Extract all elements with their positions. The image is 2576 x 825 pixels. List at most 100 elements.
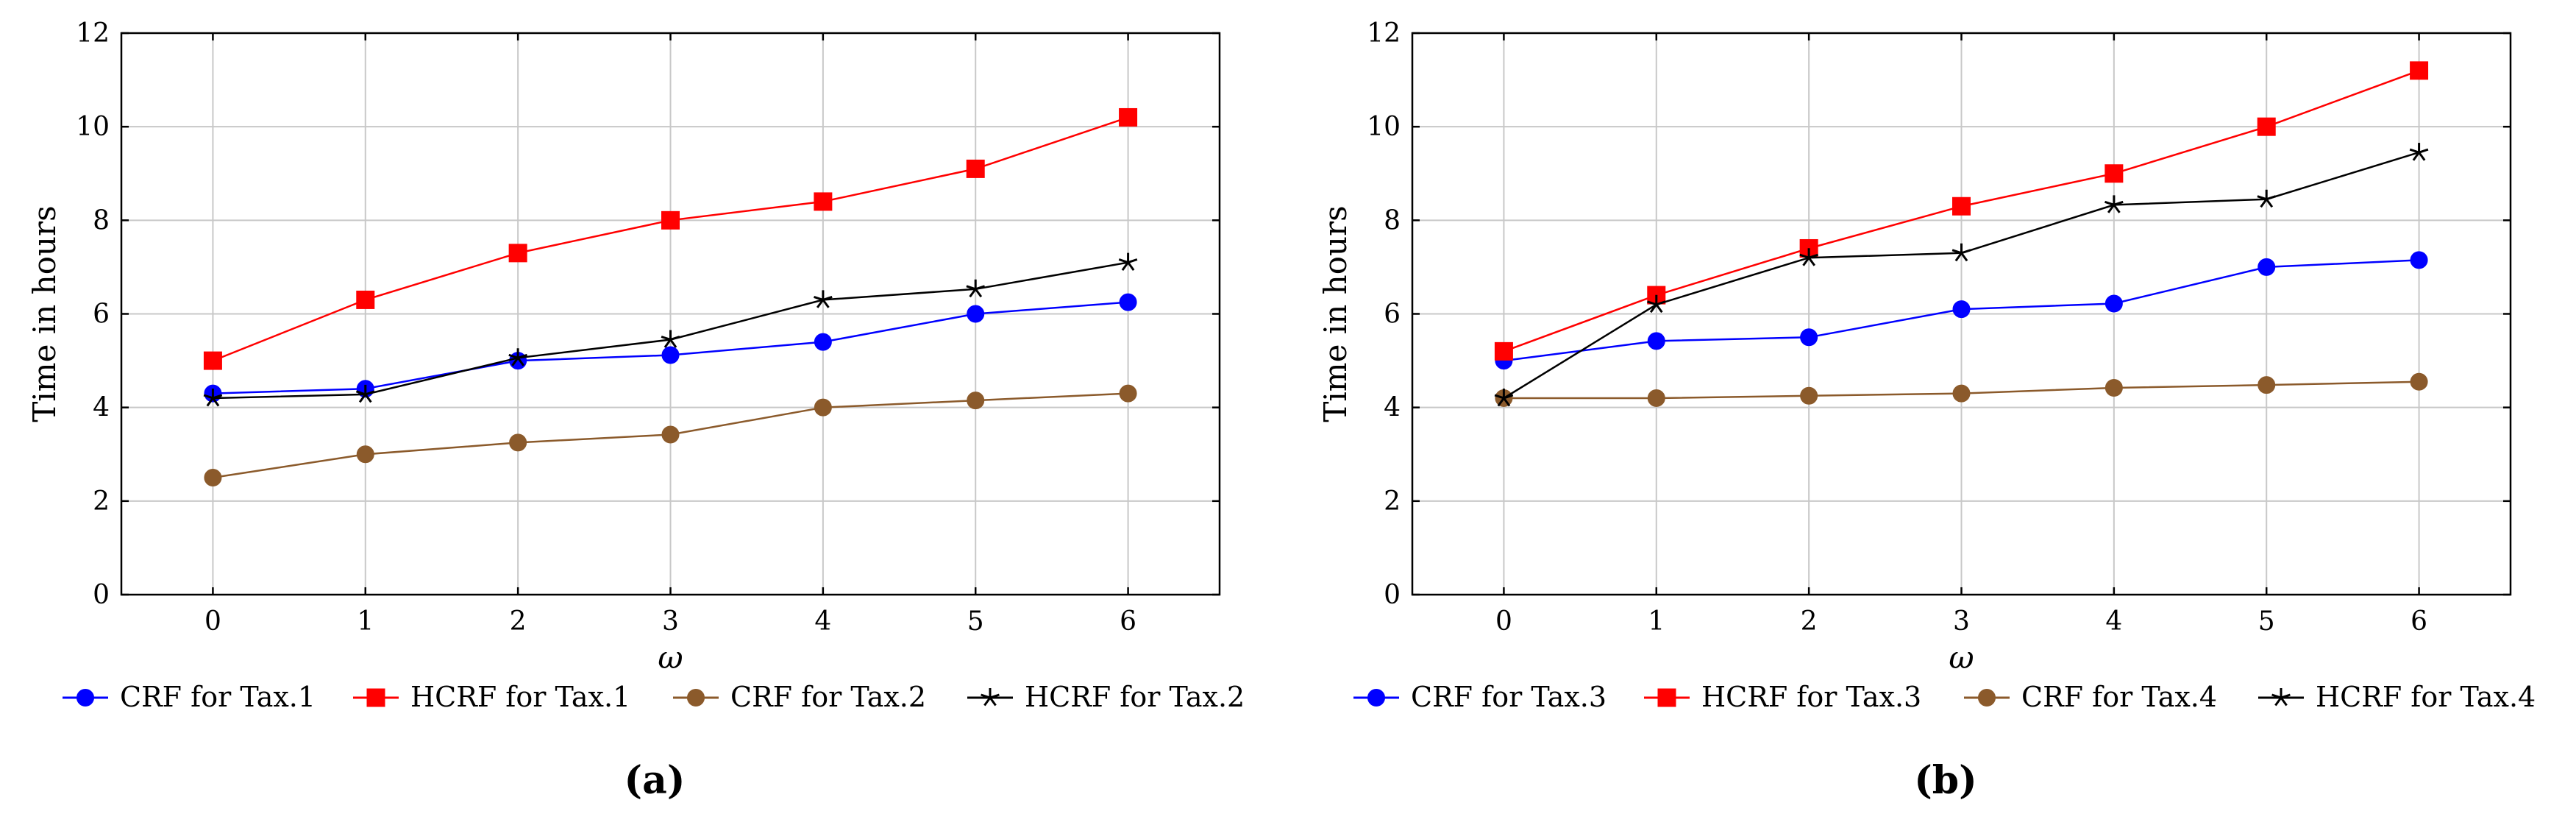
y-tick-label: 2	[1384, 486, 1401, 517]
y-tick-label: 6	[1384, 300, 1401, 330]
x-tick-label: 2	[510, 606, 527, 637]
legend-glyph-marker	[77, 689, 94, 707]
legend-item: CRF for Tax.1	[63, 681, 316, 713]
data-point	[1646, 294, 1666, 314]
data-point	[1494, 388, 1514, 407]
data-point	[2257, 258, 2276, 276]
y-tick-label: 10	[1367, 112, 1401, 142]
data-point	[661, 425, 680, 444]
data-point	[2104, 195, 2124, 213]
data-point	[1647, 332, 1665, 350]
legend-label: HCRF for Tax.3	[1701, 681, 1921, 713]
legend-glyph-marker	[687, 689, 705, 707]
x-tick-label: 4	[2105, 606, 2122, 637]
data-point	[356, 290, 375, 309]
legend-label: HCRF for Tax.1	[410, 681, 630, 713]
data-point	[1800, 386, 1818, 405]
data-point	[967, 305, 985, 323]
data-point	[356, 445, 374, 464]
x-axis-title: ω	[658, 640, 683, 676]
x-tick-label: 1	[1648, 606, 1665, 637]
data-point	[661, 346, 680, 364]
legend: CRF for Tax.1 HCRF for Tax.1 CRF for Tax.2…	[63, 681, 1245, 713]
legend-glyph-marker	[981, 688, 1000, 707]
x-axis-title: ω	[1949, 640, 1974, 676]
data-point	[1119, 384, 1137, 403]
x-tick-label: 0	[1495, 606, 1512, 637]
x-tick-label: 3	[1953, 606, 1970, 637]
data-point	[2257, 189, 2277, 208]
y-axis-title: Time in hours	[1317, 205, 1353, 422]
data-point	[1494, 341, 1513, 361]
legend-label: HCRF for Tax.2	[1025, 681, 1245, 713]
data-point	[203, 351, 222, 370]
data-point	[509, 433, 527, 452]
panel-label: (b)	[1914, 758, 1977, 803]
legend-label: CRF for Tax.4	[2021, 681, 2217, 713]
legend-label: CRF for Tax.1	[120, 681, 316, 713]
y-tick-label: 0	[1384, 580, 1401, 610]
y-tick-label: 2	[93, 486, 110, 517]
data-point	[1952, 196, 1971, 216]
data-point	[355, 384, 375, 403]
data-point	[2410, 251, 2428, 269]
data-point	[204, 469, 222, 487]
x-tick-label: 6	[1120, 606, 1136, 637]
y-tick-label: 6	[93, 300, 110, 330]
data-point	[966, 279, 986, 298]
data-point	[814, 398, 832, 417]
y-axis-title: Time in hours	[26, 205, 63, 422]
x-tick-label: 1	[357, 606, 374, 637]
legend-item: CRF for Tax.4	[1964, 681, 2217, 713]
data-point	[1647, 389, 1665, 407]
data-point	[508, 244, 527, 263]
x-tick-label: 2	[1801, 606, 1818, 637]
legend-glyph-marker	[1367, 689, 1385, 707]
legend: CRF for Tax.3 HCRF for Tax.3 CRF for Tax.4…	[1353, 681, 2536, 713]
data-point	[1951, 243, 1971, 262]
data-point	[1119, 293, 1137, 311]
data-point	[1119, 107, 1138, 127]
data-point	[2104, 164, 2124, 183]
data-point	[2410, 61, 2429, 80]
x-tick-label: 5	[967, 606, 984, 637]
x-tick-label: 4	[814, 606, 831, 637]
y-tick-label: 12	[1367, 18, 1401, 49]
data-point	[1800, 328, 1818, 347]
series-hcrf-for-tax-4	[1494, 143, 2429, 407]
data-point	[661, 330, 680, 348]
legend-label: CRF for Tax.3	[1411, 681, 1607, 713]
y-tick-label: 10	[76, 112, 110, 142]
legend-item: HCRF for Tax.4	[2258, 681, 2536, 713]
data-point	[814, 290, 833, 308]
data-point	[967, 392, 985, 410]
y-tick-label: 8	[1384, 205, 1401, 236]
data-point	[661, 210, 680, 230]
data-point	[1952, 384, 1971, 403]
data-point	[1799, 248, 1818, 266]
data-point	[2410, 372, 2428, 391]
series-crf-for-tax-2	[204, 384, 1137, 487]
data-point	[1118, 252, 1138, 271]
legend-item: HCRF for Tax.3	[1644, 681, 1921, 713]
data-point	[203, 388, 223, 407]
data-point	[2257, 117, 2276, 136]
data-point	[814, 333, 832, 351]
y-tick-label: 0	[93, 580, 110, 610]
data-point	[2409, 143, 2429, 161]
legend-item: HCRF for Tax.2	[967, 681, 1245, 713]
legend-glyph-marker	[1657, 688, 1676, 707]
y-tick-label: 8	[93, 205, 110, 236]
legend-glyph-marker	[2271, 688, 2291, 707]
legend-label: HCRF for Tax.4	[2316, 681, 2536, 713]
data-point	[966, 159, 985, 178]
series-hcrf-for-tax-2	[203, 252, 1138, 407]
x-tick-label: 0	[204, 606, 221, 637]
data-point	[2104, 378, 2123, 397]
data-point	[1952, 300, 1971, 319]
panel-label: (a)	[625, 758, 686, 803]
data-point	[2104, 294, 2123, 313]
legend-item: HCRF for Tax.1	[353, 681, 630, 713]
